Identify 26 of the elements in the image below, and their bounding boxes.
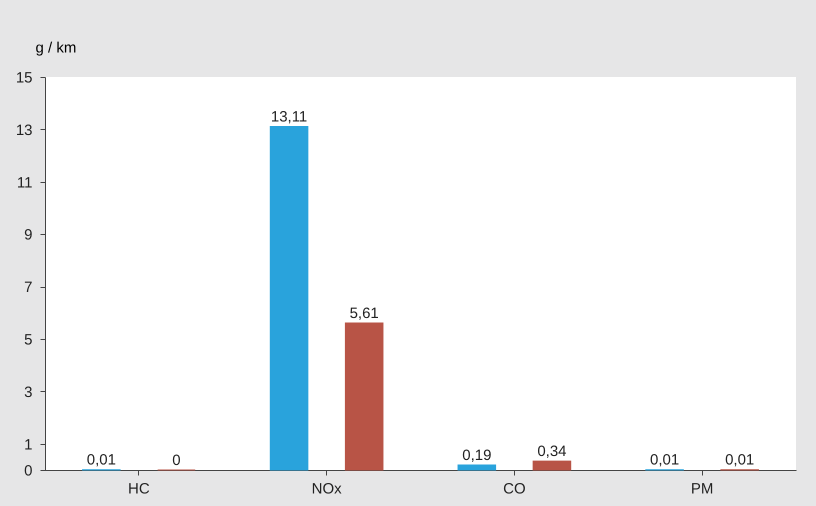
bar bbox=[270, 126, 308, 470]
y-axis-title: g / km bbox=[36, 40, 76, 56]
y-tick-label: 7 bbox=[24, 279, 32, 296]
x-tick-label: PM bbox=[690, 480, 714, 498]
bar bbox=[532, 460, 572, 470]
data-label: 0,34 bbox=[537, 443, 567, 460]
y-tick-label: 9 bbox=[24, 226, 32, 244]
data-label: 0,01 bbox=[650, 452, 680, 469]
y-tick-label: 0 bbox=[24, 462, 32, 480]
x-tick-label: CO bbox=[503, 480, 526, 498]
bar bbox=[344, 322, 384, 470]
data-label: 0,01 bbox=[86, 452, 116, 469]
data-label: 5,61 bbox=[350, 305, 379, 322]
y-tick-label: 13 bbox=[16, 122, 32, 139]
y-tick-label: 3 bbox=[24, 384, 32, 401]
data-label: 0,19 bbox=[462, 447, 492, 464]
data-label: 0 bbox=[172, 452, 181, 469]
y-tick-label: 5 bbox=[24, 332, 32, 348]
x-tick-label: NOx bbox=[312, 480, 342, 498]
y-tick-label: 1 bbox=[24, 436, 32, 454]
y-tick-label: 11 bbox=[16, 174, 32, 192]
y-tick-label: 15 bbox=[16, 70, 32, 86]
data-label: 13,11 bbox=[270, 108, 308, 126]
x-tick-label: HC bbox=[128, 480, 150, 498]
data-label: 0,01 bbox=[725, 452, 754, 469]
bar bbox=[458, 464, 496, 470]
